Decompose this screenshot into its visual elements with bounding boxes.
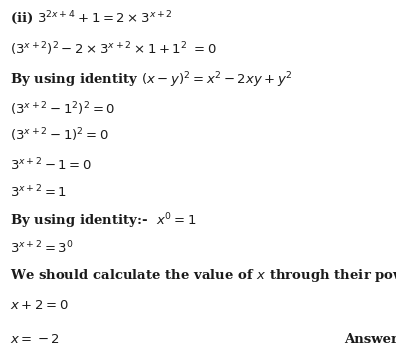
Text: By using identity $(x - y)^2 =x^2- 2xy +y^2$: By using identity $(x - y)^2 =x^2- 2xy +… (10, 70, 293, 90)
Text: $(3^{x+2} - 1^2)^2 = 0$: $(3^{x+2} - 1^2)^2 = 0$ (10, 100, 115, 118)
Text: $x = -2$: $x = -2$ (10, 333, 60, 346)
Text: $x+2 = 0$: $x+2 = 0$ (10, 298, 69, 312)
Text: (ii) $3^{2x+4} + 1 = 2 \times 3^{x+2}$: (ii) $3^{2x+4} + 1 = 2 \times 3^{x+2}$ (10, 9, 173, 27)
Text: $3^{x+2} - 1 = 0$: $3^{x+2} - 1 = 0$ (10, 156, 92, 173)
Text: We should calculate the value of $x$ through their powers.: We should calculate the value of $x$ thr… (10, 268, 396, 284)
Text: $3^{x+2} = 1$: $3^{x+2} = 1$ (10, 184, 67, 201)
Text: Answer.: Answer. (345, 333, 396, 346)
Text: $(3^{x+2})^2 - 2 \times 3^{x+2}\times 1 + 1^2\ =0$: $(3^{x+2})^2 - 2 \times 3^{x+2}\times 1 … (10, 40, 217, 58)
Text: By using identity:-  $x^0 =1$: By using identity:- $x^0 =1$ (10, 211, 196, 231)
Text: $(3^{x+2} - 1)^2= 0$: $(3^{x+2} - 1)^2= 0$ (10, 127, 109, 144)
Text: $3^{x+2} = 3^0$: $3^{x+2} = 3^0$ (10, 240, 74, 257)
